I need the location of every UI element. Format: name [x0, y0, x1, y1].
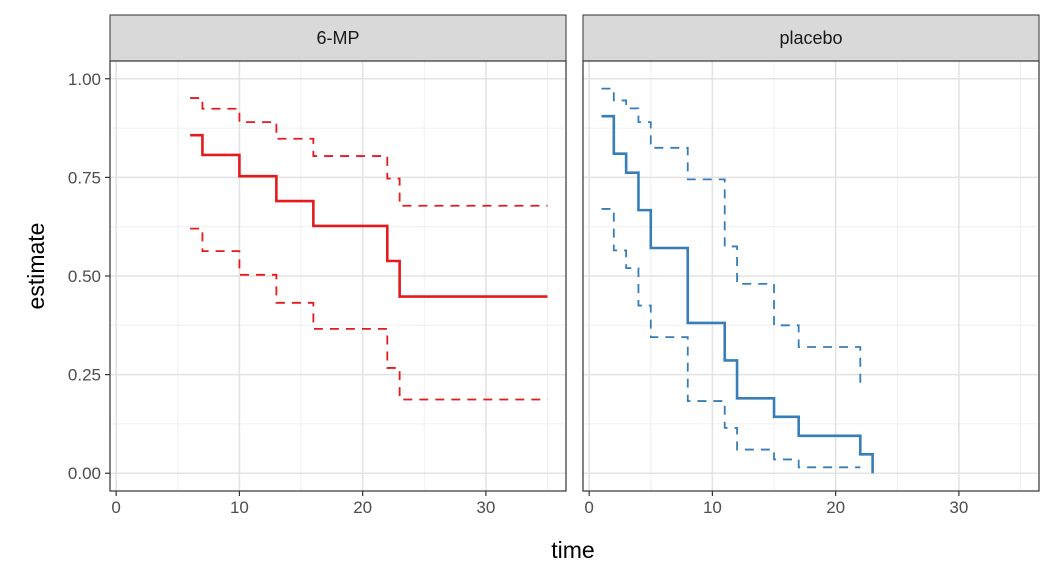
- y-tick-label: 0.75: [68, 168, 101, 187]
- upper-ci-line: [190, 97, 548, 207]
- x-tick-label: 20: [826, 498, 845, 517]
- estimate-line: [601, 114, 874, 474]
- x-tick-label: 10: [230, 498, 249, 517]
- y-tick-label: 0.25: [68, 366, 101, 385]
- facet-strip-label: placebo: [779, 28, 842, 48]
- y-tick-label: 0.50: [68, 267, 101, 286]
- y-tick-label: 1.00: [68, 70, 101, 89]
- estimate-line: [190, 133, 548, 298]
- upper-ci-line: [601, 87, 862, 390]
- panel-placebo: placebo 0 10 20 30: [582, 14, 1040, 517]
- x-tick-label: 0: [111, 498, 120, 517]
- x-tick-label: 20: [353, 498, 372, 517]
- x-tick-label: 30: [949, 498, 968, 517]
- panel-6-mp: 6-MP 0 10 20 30 0.00 0.25 0.50 0.75 1.00: [68, 14, 567, 517]
- lower-ci-line: [601, 208, 861, 469]
- x-tick-label: 30: [476, 498, 495, 517]
- x-tick-label: 0: [584, 498, 593, 517]
- panel-border: [582, 60, 1040, 492]
- y-axis-title: estimate: [23, 223, 49, 310]
- x-tick-label: 10: [703, 498, 722, 517]
- lower-ci-line: [190, 227, 548, 401]
- y-tick-label: 0.00: [68, 464, 101, 483]
- facet-strip-label: 6-MP: [316, 28, 359, 48]
- x-axis-title: time: [551, 537, 594, 563]
- facet-strip: [109, 14, 567, 62]
